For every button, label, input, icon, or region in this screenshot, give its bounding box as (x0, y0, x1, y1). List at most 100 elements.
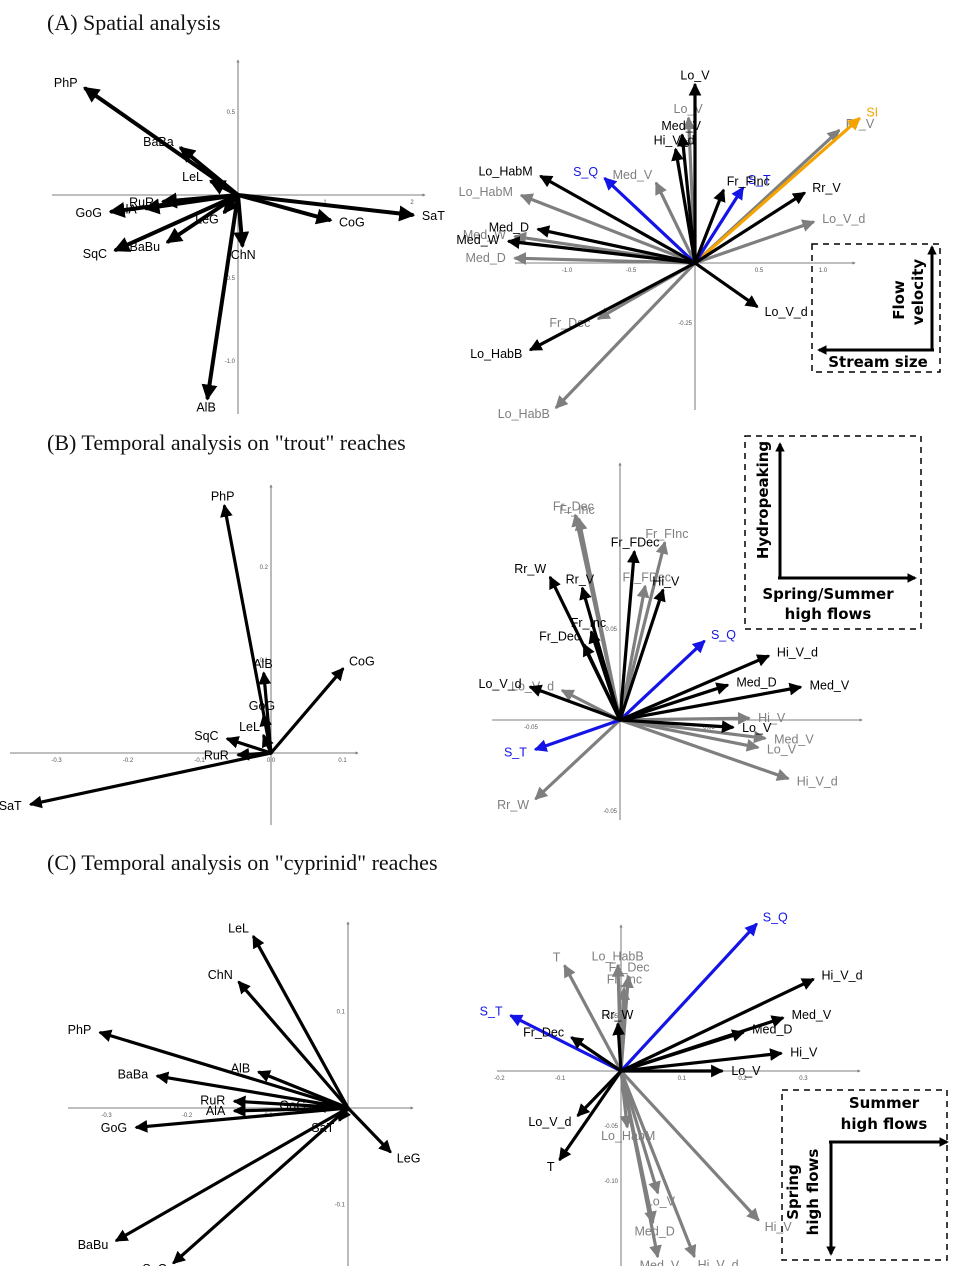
vector-label: RuR (200, 1094, 225, 1108)
vector-lo-v (619, 1069, 661, 1195)
vector-hi-v-d (618, 718, 790, 781)
tick-label: -1.0 (225, 359, 236, 365)
key-a: Flow velocity Stream size (811, 243, 941, 373)
vector-label: GoG (101, 1121, 127, 1135)
vector-fr-finc (693, 188, 726, 265)
vector-label: Lo_HabM (459, 185, 513, 199)
vector-sqc (113, 193, 240, 252)
vector-label: Lo_V_d (822, 212, 865, 226)
vector-med-v (619, 1069, 662, 1259)
vector-fr-dec (582, 643, 622, 722)
panel-b-species-biplot: -0.3 -0.2 -0.1 0.0 0.1 0.1 0.2 PhP AlB CoG GoG LeL S… (0, 484, 375, 825)
vector-sat (28, 751, 273, 809)
vector-hi-v (619, 1048, 783, 1073)
vector-label: Fr_Inc (559, 503, 594, 517)
vector-t (558, 1069, 623, 1162)
vector-label: Med_V (792, 1008, 832, 1022)
tick-label: 0.05 (605, 627, 617, 633)
vector-fr-fdec (618, 584, 650, 722)
vector-med-d (536, 225, 697, 265)
vector-label: AlB (231, 1062, 250, 1076)
key-a-label-velocity: velocity (909, 259, 927, 326)
vector-lo-v-d (693, 219, 816, 265)
vector-alb (201, 193, 240, 401)
vector-label: Med_D (635, 1224, 675, 1238)
vector-label: Hi_V (652, 574, 680, 588)
tick-label: -0.2 (494, 1076, 505, 1082)
vector-label: Lo_V (680, 68, 710, 82)
vector-lo-habb (528, 261, 697, 351)
section-title-c: (C) Temporal analysis on "cyprinid" reac… (47, 850, 438, 875)
tick-label: -0.1 (194, 758, 205, 764)
vector-label: LeG (397, 1152, 421, 1166)
tick-label: 0.2 (260, 565, 269, 571)
vector-label: Hi_V_d (777, 645, 818, 659)
vector-label: PhP (211, 490, 235, 504)
vector-fr-inc (574, 517, 622, 722)
vector-med-d (513, 252, 697, 265)
vector-label: LeL (228, 921, 249, 935)
vector-cog (236, 193, 333, 225)
vector-label: Hi_V_d (797, 775, 838, 789)
vector-label: SI (866, 105, 878, 119)
tick-label: 0.2 (738, 1076, 747, 1082)
vector-ala (143, 193, 240, 215)
vector-label: S_T (504, 745, 527, 759)
vector-label: GoG (279, 1098, 305, 1112)
vector-lel (252, 934, 350, 1110)
vector-label: BaBa (118, 1068, 149, 1082)
tick-label: -0.3 (51, 758, 62, 764)
tick-label: -0.5 (225, 276, 236, 282)
vector-label: SaT (0, 799, 22, 813)
vector-label: Med_W (456, 233, 499, 247)
vector-label: CoG (349, 655, 375, 669)
panel-c-environment-biplot: -0.2 -0.1 0.1 0.2 0.30.05-0.05-0.10T Lo_HabBF… (480, 910, 863, 1266)
panel-a-environment-biplot: -1.0 -0.5 0.5 1.0-0.250.50Lo_VRr_VLo_V_dMed… (456, 68, 878, 421)
vector-label: Hi_V (765, 1220, 793, 1234)
vector-s-q (619, 922, 758, 1073)
vector-label: PhP (68, 1023, 92, 1037)
vector-label: Fr_FInc (727, 175, 770, 189)
vector-s-q (618, 639, 706, 722)
vector-label: Lo_HabB (498, 407, 550, 421)
tick-label: 0.1 (338, 758, 347, 764)
tick-label: 1.0 (819, 268, 828, 274)
vector-label: Lo_V_d (765, 305, 808, 319)
vector-rr-w (612, 1022, 626, 1073)
vector-label: Hi_V_d (822, 968, 863, 982)
vector-si (693, 117, 861, 265)
vector-label: Lo_V (767, 742, 797, 756)
tick-label: -0.05 (603, 809, 617, 815)
vector-lo-v-d (693, 261, 759, 308)
vector-t (563, 964, 623, 1073)
vector-label: Hi_V_d (654, 133, 695, 147)
tick-label: 0.0 (267, 758, 276, 764)
tick-label: -1.0 (562, 268, 573, 274)
vector-label: Med_D (752, 1022, 792, 1036)
vector-s-q (603, 177, 697, 265)
vector-label: T (553, 951, 561, 965)
key-b: Hydropeaking Spring/Summer high flows (744, 435, 922, 630)
vector-label: Lo_V (742, 721, 772, 735)
tick-label: -0.3 (101, 1113, 112, 1119)
key-a-frame (811, 243, 941, 373)
key-c-frame (781, 1089, 948, 1261)
vector-label: AlB (196, 400, 215, 414)
vector-label: Med_W (463, 228, 506, 242)
tick-label: 2 (410, 200, 414, 206)
vector-med-d (618, 682, 730, 722)
vector-label: ChN (208, 968, 233, 982)
vector-label: LeL (182, 170, 203, 184)
section-title-a: (A) Spatial analysis (47, 10, 221, 35)
vector-label: RuR (204, 748, 229, 762)
vector-cog (269, 667, 345, 755)
vector-label: Rr_W (601, 1008, 633, 1022)
key-c: Summer high flows Spring high flows (781, 1089, 949, 1261)
key-c-label-summer: Summer (849, 1094, 920, 1112)
vector-label: Fr_FDec (622, 570, 671, 584)
key-b-label-high-flows: high flows (785, 605, 872, 623)
tick-label: 0.3 (799, 1076, 808, 1082)
vector-label: Fr_FDec (611, 536, 660, 550)
vector-label: PhP (54, 76, 78, 90)
vector-label: S_Q (711, 628, 736, 642)
